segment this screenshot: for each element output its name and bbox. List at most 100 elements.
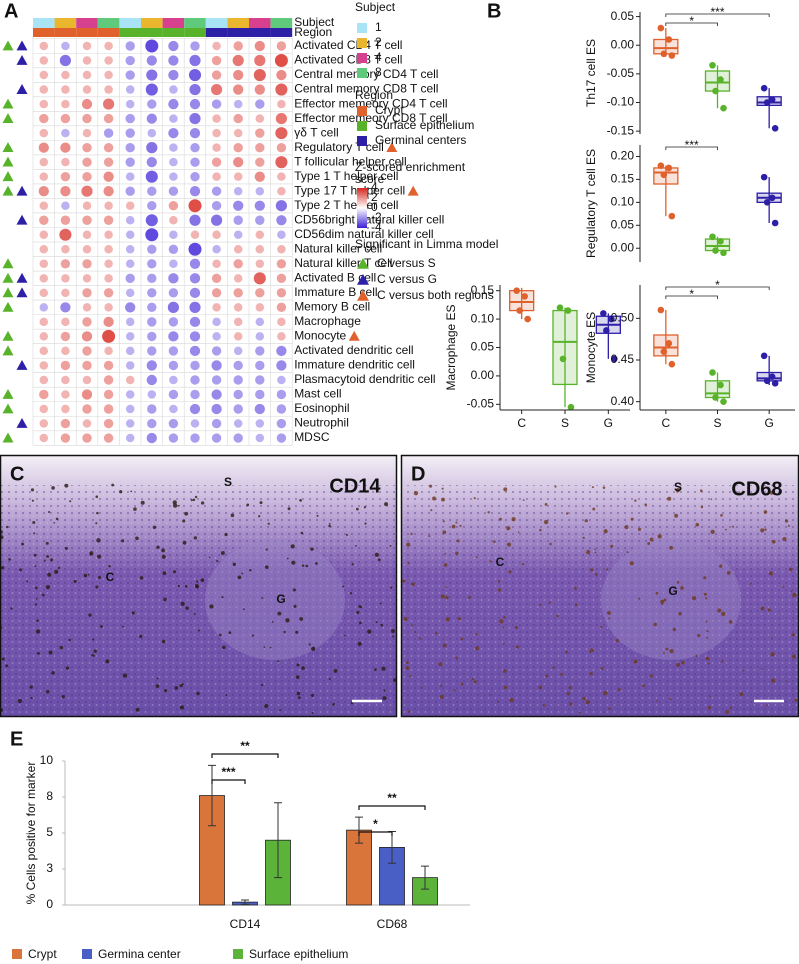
enrichment-dot — [104, 274, 113, 283]
enrichment-dot — [61, 85, 70, 94]
y-tick-label: 3 — [46, 861, 53, 875]
stained-cell — [156, 545, 160, 549]
stained-cell — [414, 630, 417, 633]
enrichment-dot — [233, 186, 243, 196]
row-label: Activated CD8 T cell — [294, 53, 402, 67]
stained-cell — [594, 551, 597, 554]
enrichment-dot — [103, 404, 114, 414]
panel-label: E — [10, 728, 23, 750]
stained-cell — [5, 664, 9, 668]
stained-cell — [179, 705, 185, 710]
enrichment-dot — [169, 230, 178, 240]
enrichment-dot — [39, 172, 49, 181]
stained-cell — [695, 654, 698, 657]
enrichment-dot — [232, 54, 244, 67]
stained-cell — [195, 580, 199, 583]
stained-cell — [190, 499, 193, 502]
significance-bracket — [665, 22, 718, 26]
enrichment-dot — [169, 114, 178, 123]
significance-marker — [2, 301, 14, 312]
stained-cell — [445, 585, 448, 588]
legend-swatch — [82, 949, 92, 959]
region-cell — [97, 28, 120, 37]
stained-cell — [615, 639, 619, 643]
enrichment-dot — [104, 259, 113, 269]
enrichment-dot — [254, 171, 265, 182]
stained-cell — [503, 487, 508, 492]
enrichment-dot — [61, 41, 70, 51]
enrichment-dot — [169, 375, 178, 385]
enrichment-dot — [233, 142, 243, 153]
stained-cell — [792, 592, 797, 598]
stained-cell — [64, 546, 68, 550]
stained-cell — [473, 497, 476, 500]
data-point — [763, 377, 771, 385]
row-label: Monocyte — [294, 329, 346, 343]
stained-cell — [680, 586, 684, 590]
stained-cell — [653, 622, 657, 627]
enrichment-dot — [125, 245, 135, 254]
stained-cell — [455, 521, 458, 524]
data-point — [556, 304, 564, 312]
enrichment-dot — [255, 303, 265, 312]
enrichment-dot — [82, 245, 92, 254]
enrichment-dot — [212, 128, 221, 138]
stained-cell — [131, 611, 135, 615]
stained-cell — [445, 595, 449, 600]
stained-cell — [356, 610, 360, 614]
enrichment-dot — [233, 419, 243, 428]
stained-cell — [568, 685, 573, 690]
box — [552, 309, 578, 386]
legend-label: 1 — [375, 20, 382, 34]
enrichment-dot — [168, 389, 179, 400]
enrichment-dot — [190, 389, 200, 400]
stained-cell — [410, 582, 415, 587]
enrichment-dot — [190, 230, 200, 240]
stained-cell — [602, 486, 606, 489]
enrichment-dot — [211, 70, 222, 80]
enrichment-dot — [61, 201, 70, 210]
legend-label: C versus both regions — [377, 288, 494, 302]
stained-cell — [603, 690, 608, 696]
stained-cell — [43, 559, 46, 562]
stained-cell — [259, 501, 263, 505]
enrichment-dot — [103, 113, 114, 124]
stained-cell — [574, 587, 577, 590]
stained-cell — [663, 652, 666, 654]
row-label: Activated B cell — [294, 270, 376, 284]
enrichment-dot — [212, 114, 221, 123]
stained-cell — [55, 517, 59, 521]
stained-cell — [608, 617, 611, 620]
enrichment-dot — [233, 157, 244, 168]
stained-cell — [667, 496, 672, 501]
enrichment-dot — [190, 433, 200, 443]
stained-cell — [475, 646, 480, 651]
stained-cell — [48, 650, 53, 655]
enrichment-dot — [275, 200, 287, 212]
x-tick-label: CD14 — [230, 917, 261, 931]
enrichment-dot — [125, 273, 135, 284]
stained-cell — [139, 634, 143, 638]
stained-cell — [506, 542, 512, 547]
enrichment-dot — [276, 273, 287, 284]
stained-cell — [152, 525, 157, 530]
enrichment-dot — [39, 157, 49, 167]
row-label: Type 1 T helper cell — [294, 169, 398, 183]
stained-cell — [155, 684, 160, 688]
row-label: Central memory CD8 T cell — [294, 82, 438, 96]
enrichment-dot — [190, 360, 200, 371]
legend-title: Significant in Limma model — [355, 237, 498, 251]
stained-cell — [182, 519, 186, 523]
stained-cell — [121, 539, 125, 543]
significance-marker — [2, 258, 14, 269]
enrichment-dot — [103, 375, 114, 385]
stained-cell — [767, 608, 771, 612]
stained-cell — [445, 617, 450, 622]
enrichment-dot — [39, 99, 49, 109]
legend-title: Region — [355, 88, 393, 102]
stained-cell — [384, 502, 389, 507]
enrichment-dot — [168, 201, 179, 211]
stained-cell — [402, 579, 406, 583]
enrichment-dot — [145, 83, 158, 96]
stained-cell — [602, 711, 605, 714]
